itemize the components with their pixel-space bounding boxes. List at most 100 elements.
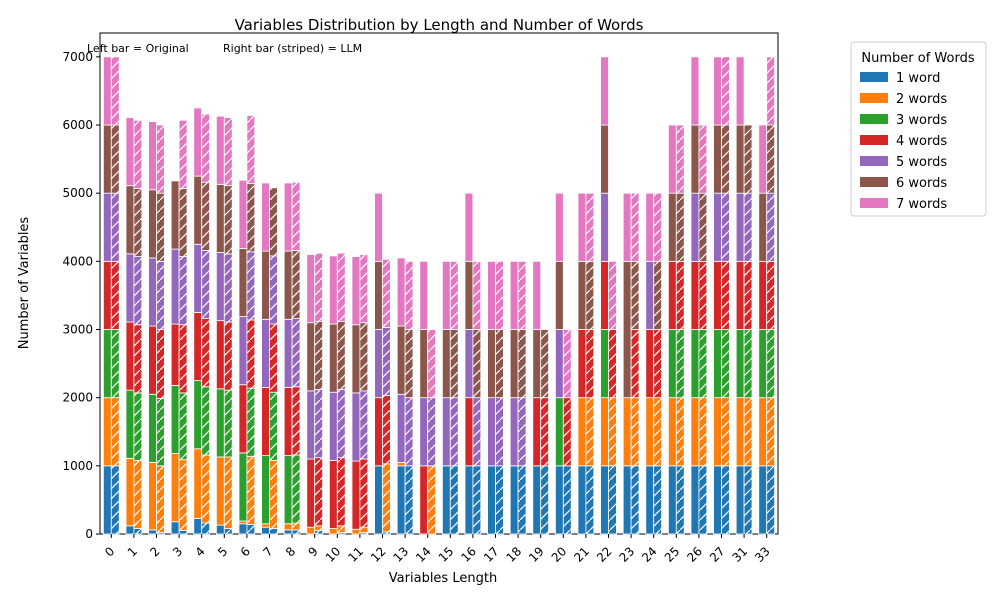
bar-llm-hatch-14-w7 xyxy=(427,329,436,398)
bar-original-27-w4 xyxy=(713,260,722,330)
bar-original-14-w6 xyxy=(419,329,429,399)
bar-original-24-w5 xyxy=(645,260,655,330)
bar-llm-hatch-24-w1 xyxy=(653,465,662,534)
y-tick-label-3000: 3000 xyxy=(62,323,93,337)
bar-original-22-w5 xyxy=(600,192,609,262)
bar-original-33-w4 xyxy=(758,260,768,330)
bar-original-23-w2 xyxy=(622,397,632,467)
legend-label-5: 5 words xyxy=(896,155,947,170)
bar-llm-hatch-27-w5 xyxy=(721,193,730,262)
bar-llm-hatch-3-w6 xyxy=(179,188,188,257)
legend: Number of Words 1 word 2 words 3 words 4 wo… xyxy=(850,41,987,217)
bar-llm-hatch-3-w1 xyxy=(179,530,188,534)
bar-llm-hatch-24-w6 xyxy=(653,261,662,330)
bar-original-16-w5 xyxy=(464,329,474,399)
bar-llm-hatch-8-w1 xyxy=(292,529,301,534)
x-axis: 0 1 2 3 4 5 6 7 8 9 10 11 12 13 14 15 16 17 18 19 20 21 22 23 24… xyxy=(102,534,773,565)
y-tick-label-5000: 5000 xyxy=(62,186,93,200)
x-tick-label-6: 6 xyxy=(238,544,253,559)
bar-original-12-w6 xyxy=(374,260,383,330)
legend-swatch-4 xyxy=(860,135,888,145)
bar-llm-hatch-11-w6 xyxy=(359,322,368,391)
bar-original-7-w5 xyxy=(261,318,270,388)
bar-llm-hatch-4-w6 xyxy=(201,182,210,251)
bar-llm-hatch-25-w3 xyxy=(676,329,685,398)
bar-original-3-w6 xyxy=(170,180,180,250)
bar-original-15-w6 xyxy=(441,329,451,399)
bar-llm-hatch-11-w5 xyxy=(359,390,368,460)
bar-llm-hatch-1-w2 xyxy=(133,460,142,529)
x-tick-label-7: 7 xyxy=(260,544,275,559)
bar-original-0-w6 xyxy=(102,124,112,194)
bar-llm-hatch-13-w5 xyxy=(405,397,414,466)
bar-llm-hatch-0-w5 xyxy=(111,193,120,262)
bar-original-26-w3 xyxy=(690,329,700,399)
legend-swatch-2 xyxy=(860,93,888,103)
bar-llm-hatch-18-w1 xyxy=(518,465,527,534)
legend-swatch-1 xyxy=(860,72,888,82)
legend-swatch-5 xyxy=(860,156,888,166)
x-tick-label-5: 5 xyxy=(215,544,230,559)
bar-original-33-w6 xyxy=(758,192,768,262)
bar-original-9-w6 xyxy=(306,322,316,392)
bar-original-26-w5 xyxy=(690,192,700,262)
annotation-right-bar: Right bar (striped) = LLM xyxy=(223,42,362,55)
bar-llm-hatch-5-w6 xyxy=(224,185,233,254)
legend-label-6: 6 words xyxy=(896,176,947,191)
bar-original-17-w7 xyxy=(487,260,496,330)
bar-llm-hatch-5-w4 xyxy=(224,322,233,391)
bar-llm-hatch-10-w7 xyxy=(337,253,346,322)
legend-swatch-6 xyxy=(860,177,888,187)
bar-original-22-w1 xyxy=(600,465,609,535)
bar-llm-hatch-7-w1 xyxy=(269,528,278,534)
bar-llm-hatch-22-w4 xyxy=(608,329,617,398)
bar-llm-hatch-19-w1 xyxy=(540,465,549,534)
bar-llm-hatch-22-w1 xyxy=(608,465,617,534)
bar-original-27-w1 xyxy=(713,465,722,535)
bar-llm-hatch-10-w5 xyxy=(337,389,346,458)
bar-original-25-w7 xyxy=(667,124,677,194)
bar-llm-hatch-0-w1 xyxy=(111,465,120,534)
bar-original-11-w2 xyxy=(351,528,361,535)
bar-llm-hatch-17-w1 xyxy=(495,465,504,534)
bar-original-21-w7 xyxy=(577,192,587,262)
bar-llm-hatch-3-w4 xyxy=(179,324,188,393)
legend-label-2: 2 words xyxy=(896,92,947,107)
bar-llm-hatch-17-w5 xyxy=(495,397,504,466)
bar-llm-hatch-16-w7 xyxy=(472,261,481,330)
bar-llm-hatch-33-w7 xyxy=(766,56,775,126)
bar-original-33-w3 xyxy=(758,329,768,399)
bar-llm-hatch-15-w5 xyxy=(450,397,459,466)
x-tick-label-31: 31 xyxy=(730,544,751,565)
bar-llm-hatch-9-w7 xyxy=(314,253,323,322)
bar-llm-hatch-33-w4 xyxy=(766,261,775,330)
bar-original-0-w7 xyxy=(102,56,112,126)
bar-original-16-w7 xyxy=(464,192,474,262)
x-tick-label-3: 3 xyxy=(170,544,185,559)
bar-original-33-w7 xyxy=(758,124,768,194)
bar-llm-hatch-14-w5 xyxy=(427,397,436,466)
bar-original-20-w6 xyxy=(554,260,564,330)
x-tick-label-10: 10 xyxy=(323,544,344,565)
bar-original-4-w5 xyxy=(193,243,203,313)
bar-llm-hatch-1-w5 xyxy=(133,256,142,325)
bar-original-7-w2 xyxy=(261,523,270,528)
bar-llm-hatch-31-w1 xyxy=(744,465,753,534)
bar-original-7-w7 xyxy=(261,182,270,252)
bar-llm-hatch-27-w2 xyxy=(721,397,730,466)
bar-llm-hatch-10-w1 xyxy=(337,532,346,534)
bar-original-25-w4 xyxy=(667,260,677,330)
bar-original-7-w3 xyxy=(261,455,270,525)
bar-original-13-w2 xyxy=(396,462,406,467)
bar-llm-hatch-1-w3 xyxy=(133,392,142,461)
bar-llm-hatch-4-w5 xyxy=(201,250,210,319)
bar-llm-hatch-18-w6 xyxy=(518,329,527,398)
bar-original-9-w7 xyxy=(306,254,316,324)
y-tick-label-4000: 4000 xyxy=(62,254,93,268)
bar-llm-hatch-11-w2 xyxy=(359,527,368,533)
chart-title: Variables Distribution by Length and Num… xyxy=(235,16,644,34)
bar-llm-hatch-8-w7 xyxy=(292,182,301,251)
bar-original-10-w2 xyxy=(328,528,338,535)
bar-llm-hatch-0-w7 xyxy=(111,56,120,126)
bar-original-25-w3 xyxy=(667,329,677,399)
